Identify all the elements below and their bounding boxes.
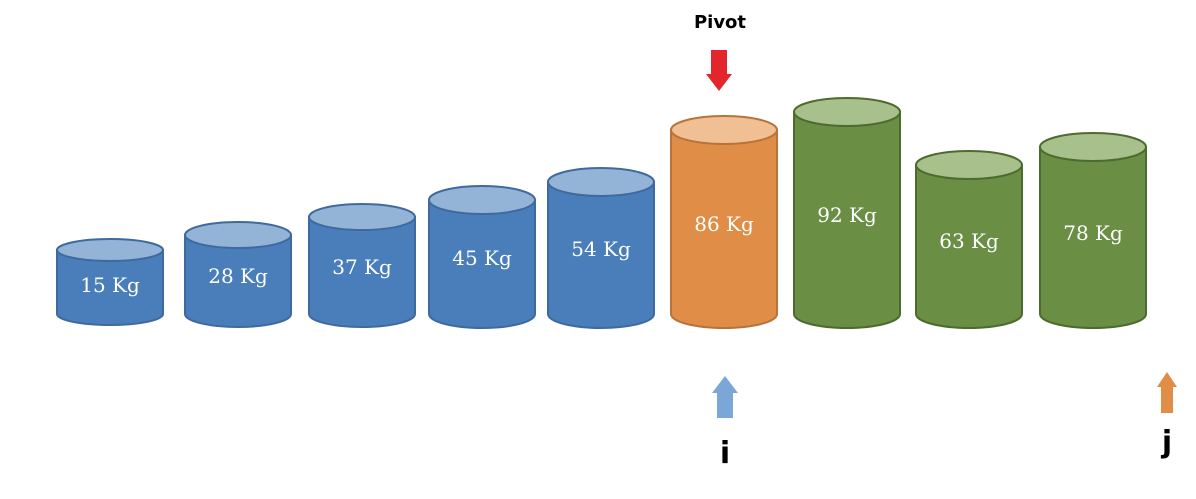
cylinder-top <box>547 167 655 197</box>
cylinder-weight-label: 54 Kg <box>571 237 631 261</box>
j-arrow-up-icon <box>1157 372 1177 413</box>
cylinder-top <box>793 97 901 127</box>
weight-cylinder: 28 Kg <box>184 221 292 328</box>
weight-cylinder: 78 Kg <box>1039 132 1147 329</box>
cylinder-body <box>428 199 536 329</box>
cylinder-top <box>184 221 292 249</box>
i-arrow-up-icon <box>712 376 738 418</box>
weight-cylinder: 54 Kg <box>547 167 655 329</box>
pivot-arrow-down-icon <box>706 50 732 91</box>
weight-cylinder: 63 Kg <box>915 150 1023 329</box>
cylinder-body <box>184 234 292 328</box>
cylinder-weight-label: 63 Kg <box>939 229 999 253</box>
cylinder-top <box>670 115 778 145</box>
cylinder-weight-label: 86 Kg <box>694 212 754 236</box>
cylinder-body <box>793 111 901 329</box>
cylinder-top <box>1039 132 1147 162</box>
cylinder-weight-label: 28 Kg <box>208 264 268 288</box>
cylinder-body <box>670 129 778 329</box>
cylinder-body <box>56 249 164 326</box>
cylinder-weight-label: 45 Kg <box>452 246 512 270</box>
cylinder-weight-label: 37 Kg <box>332 255 392 279</box>
cylinder-weight-label: 15 Kg <box>80 273 140 297</box>
cylinder-weight-label: 78 Kg <box>1063 221 1123 245</box>
cylinder-top <box>428 185 536 215</box>
weight-cylinder: 45 Kg <box>428 185 536 329</box>
cylinder-body <box>308 216 416 328</box>
cylinder-body <box>915 164 1023 329</box>
cylinder-top <box>56 238 164 262</box>
cylinder-body <box>547 181 655 329</box>
weight-cylinder: 86 Kg <box>670 115 778 329</box>
weight-cylinder: 15 Kg <box>56 238 164 326</box>
i-pointer-label: i <box>720 436 730 471</box>
cylinder-top <box>308 203 416 231</box>
j-pointer-label: j <box>1161 425 1172 460</box>
cylinder-body <box>1039 146 1147 329</box>
weight-cylinder: 37 Kg <box>308 203 416 328</box>
cylinder-top <box>915 150 1023 180</box>
cylinder-row: 15 Kg 28 Kg 37 Kg 45 Kg 54 Kg 86 Kg 92 Kg 63 Kg… <box>56 97 1147 329</box>
weight-cylinder: 92 Kg <box>793 97 901 329</box>
cylinder-weight-label: 92 Kg <box>817 203 877 227</box>
pivot-label: Pivot <box>694 12 746 33</box>
